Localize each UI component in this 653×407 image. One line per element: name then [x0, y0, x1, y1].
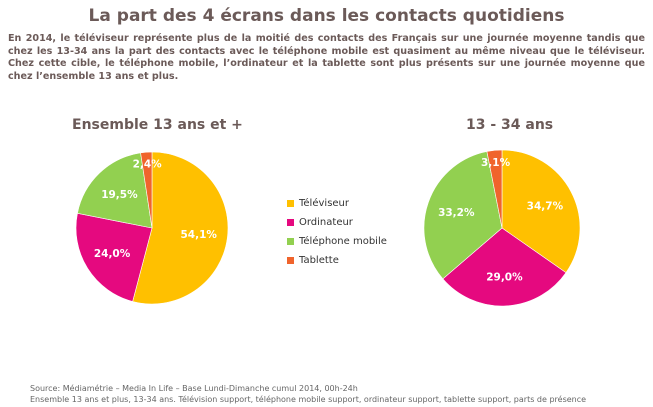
- data-label: 33,2%: [438, 207, 475, 219]
- source-line: Ensemble 13 ans et plus, 13-34 ans. Télé…: [30, 395, 587, 404]
- pie-slice-t-l-phone-mobile: [77, 152, 153, 229]
- chart-title-left: Ensemble 13 ans et +: [72, 117, 243, 133]
- legend: Téléviseur Ordinateur Téléphone mobile T…: [287, 194, 387, 270]
- data-label: 24,0%: [94, 248, 131, 260]
- page-title: La part des 4 écrans dans les contacts q…: [88, 6, 565, 26]
- legend-swatch: [287, 219, 294, 226]
- intro-text: En 2014, le téléviseur représente plus d…: [8, 33, 645, 82]
- legend-item: Téléviseur: [287, 194, 387, 213]
- legend-label: Ordinateur: [299, 217, 353, 228]
- pie-slice-t-l-phone-mobile: [423, 151, 503, 280]
- data-label: 2,4%: [133, 159, 163, 171]
- legend-swatch: [287, 238, 294, 245]
- pie-slice-tablette: [140, 151, 153, 229]
- source-note: Source: Médiamétrie – Media In Life – Ba…: [30, 383, 586, 405]
- source-line: Source: Médiamétrie – Media In Life – Ba…: [30, 384, 358, 393]
- legend-item: Téléphone mobile: [287, 232, 387, 251]
- legend-label: Téléviseur: [299, 198, 349, 209]
- chart-title-right: 13 - 34 ans: [466, 117, 554, 133]
- data-label: 19,5%: [101, 189, 138, 201]
- legend-swatch: [287, 257, 294, 264]
- pie-slice-t-l-viseur: [132, 151, 229, 305]
- legend-item: Tablette: [287, 251, 387, 270]
- legend-item: Ordinateur: [287, 213, 387, 232]
- pie-slice-t-l-viseur: [501, 149, 581, 274]
- data-label: 34,7%: [527, 201, 564, 213]
- pie-slice-ordinateur: [442, 227, 567, 307]
- pie-slice-tablette: [486, 149, 503, 229]
- data-label: 54,1%: [181, 229, 218, 241]
- legend-label: Tablette: [299, 255, 339, 266]
- legend-swatch: [287, 200, 294, 207]
- data-label: 3,1%: [481, 157, 511, 169]
- legend-label: Téléphone mobile: [299, 236, 387, 247]
- data-label: 29,0%: [486, 271, 523, 283]
- pie-slice-ordinateur: [75, 212, 153, 302]
